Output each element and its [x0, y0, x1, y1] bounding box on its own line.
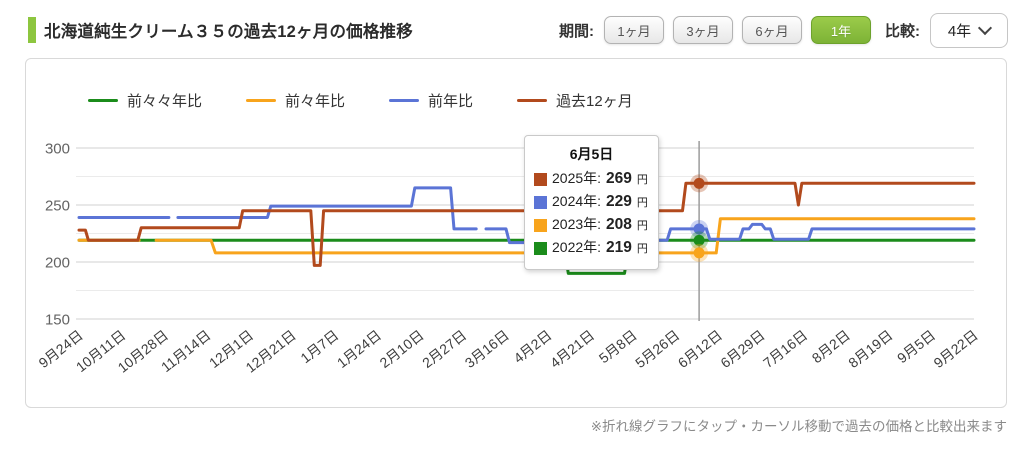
tooltip-row: 2022年: 219 円: [534, 237, 649, 260]
y-axis-tick-label: 300: [45, 141, 70, 158]
x-axis-tick-label: 2月10日: [376, 327, 426, 371]
tooltip-swatch: [534, 219, 547, 232]
marker-dot: [693, 177, 705, 189]
legend-line-swatch: [517, 99, 548, 102]
chart-legend: 前々々年比 前々年比 前年比 過去12ヶ月: [88, 90, 633, 111]
tooltip-swatch: [534, 173, 547, 186]
compare-label: 比較:: [885, 22, 920, 40]
legend-item: 過去12ヶ月: [517, 90, 633, 111]
page-title: 北海道純生クリーム３５の過去12ヶ月の価格推移: [44, 23, 413, 41]
x-axis-tick-label: 4月21日: [547, 327, 597, 371]
tooltip-row: 2024年: 229 円: [534, 191, 649, 214]
title-accent-bar: [28, 17, 36, 43]
chart-footnote: ※折れ線グラフにタップ・カーソル移動で過去の価格と比較出来ます: [590, 419, 1007, 434]
tooltip-unit: 円: [636, 174, 648, 186]
period-button-0[interactable]: 1ヶ月: [604, 16, 664, 44]
tooltip-unit: 円: [636, 243, 648, 255]
y-axis-tick-label: 250: [45, 198, 70, 215]
legend-line-swatch: [246, 99, 277, 102]
series-line-2022年: [77, 238, 976, 275]
legend-label: 前々々年比: [127, 93, 203, 110]
title-wrap: 北海道純生クリーム３５の過去12ヶ月の価格推移: [28, 17, 413, 43]
tooltip-year-label: 2025年:: [552, 170, 602, 186]
tooltip-unit: 円: [636, 220, 648, 232]
marker-dot: [693, 223, 705, 235]
x-axis-tick-label: 6月12日: [675, 327, 725, 371]
x-axis-tick-label: 8月19日: [845, 327, 895, 371]
x-axis-tick-label: 9月22日: [931, 327, 981, 371]
tooltip-price-value: 229: [606, 193, 632, 210]
marker-dot: [693, 247, 705, 259]
period-button-group: 1ヶ月 3ヶ月 6ヶ月 1年: [604, 16, 871, 44]
x-axis-tick-label: 5月26日: [632, 327, 682, 371]
tooltip-row: 2025年: 269 円: [534, 168, 649, 191]
legend-label: 過去12ヶ月: [556, 93, 633, 110]
legend-item: 前年比: [389, 90, 473, 111]
tooltip-swatch: [534, 196, 547, 209]
chart-card: 前々々年比 前々年比 前年比 過去12ヶ月 300 250 200 150 9月24日 10月1…: [25, 58, 1007, 408]
tooltip-swatch: [534, 242, 547, 255]
marker-dot: [693, 234, 705, 246]
legend-label: 前々年比: [285, 93, 346, 110]
period-button-3[interactable]: 1年: [811, 16, 871, 44]
tooltip-price-value: 269: [606, 170, 632, 187]
tooltip-year-label: 2023年:: [552, 216, 602, 232]
x-axis-tick-label: 1月24日: [334, 327, 384, 371]
price-chart-plot[interactable]: 3002502001509月24日10月11日10月28日11月14日12月1日…: [26, 59, 1008, 409]
chevron-down-icon: [978, 20, 993, 35]
x-axis-tick-label: 6月29日: [717, 327, 767, 371]
series-line-2025年: [77, 181, 976, 267]
period-label: 期間:: [559, 22, 594, 40]
compare-select-value: 4年: [947, 22, 972, 40]
tooltip-date: 6月5日: [569, 146, 614, 162]
tooltip-year-label: 2024年:: [552, 193, 602, 209]
y-axis-tick-label: 150: [45, 312, 70, 329]
chart-tooltip: 6月5日 2025年: 269 円 2024年: 229 円 2023年: 208 円 20…: [524, 135, 659, 270]
y-axis-tick-label: 200: [45, 255, 70, 272]
legend-item: 前々年比: [246, 90, 345, 111]
tooltip-row: 2023年: 208 円: [534, 214, 649, 237]
period-button-2[interactable]: 6ヶ月: [742, 16, 802, 44]
legend-item: 前々々年比: [88, 90, 202, 111]
tooltip-rows: 2025年: 269 円 2024年: 229 円 2023年: 208 円 2022年: …: [534, 168, 649, 260]
tooltip-price-value: 208: [606, 216, 632, 233]
header: 北海道純生クリーム３５の過去12ヶ月の価格推移 期間: 1ヶ月 3ヶ月 6ヶ月 1年 …: [28, 11, 1008, 49]
compare-select[interactable]: 4年: [930, 12, 1008, 48]
tooltip-unit: 円: [636, 197, 648, 209]
legend-line-swatch: [389, 99, 420, 102]
legend-label: 前年比: [428, 93, 474, 110]
tooltip-year-label: 2022年:: [552, 239, 602, 255]
x-axis-tick-label: 7月16日: [760, 327, 810, 371]
legend-line-swatch: [88, 99, 118, 102]
chart-controls: 期間: 1ヶ月 3ヶ月 6ヶ月 1年 比較: 4年: [559, 12, 1008, 48]
x-axis-tick-label: 2月27日: [419, 327, 469, 371]
period-button-1[interactable]: 3ヶ月: [673, 16, 733, 44]
tooltip-price-value: 219: [606, 239, 632, 256]
x-axis-tick-label: 3月16日: [462, 327, 512, 371]
